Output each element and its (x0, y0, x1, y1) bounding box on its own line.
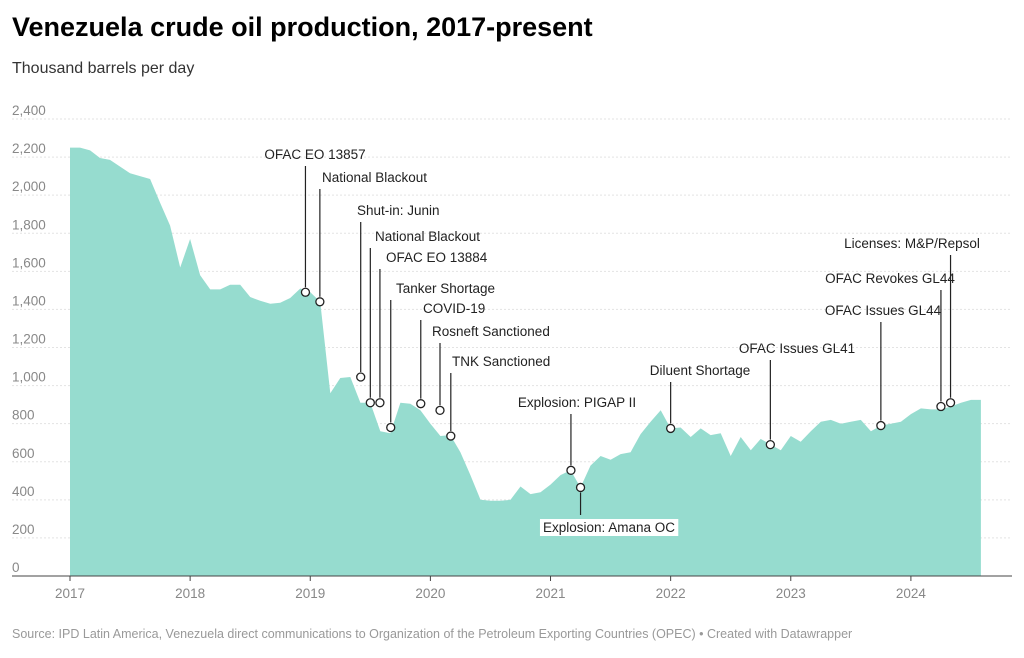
annotation-label: OFAC EO 13857 (264, 147, 365, 162)
annotation: COVID-19 (416, 301, 485, 409)
annotation-marker (446, 431, 456, 441)
annotation-label: Licenses: M&P/Repsol (844, 236, 980, 251)
annotation: OFAC EO 13884 (375, 250, 488, 408)
annotation-marker (575, 482, 586, 493)
y-tick-label: 1,800 (12, 217, 46, 232)
annotation-marker (356, 372, 366, 382)
annotation-label: Diluent Shortage (650, 363, 751, 378)
y-tick-label: 200 (12, 522, 35, 537)
annotation-marker (945, 398, 956, 408)
annotation-label: Shut-in: Junin (357, 203, 440, 218)
annotation-label: OFAC EO 13884 (386, 250, 488, 265)
annotation-label: Rosneft Sanctioned (432, 324, 550, 339)
area-series (70, 147, 981, 576)
x-tick-label: 2020 (415, 586, 445, 601)
production-area (70, 147, 981, 576)
y-tick-label: 2,200 (12, 141, 46, 156)
annotation-label: Tanker Shortage (396, 281, 495, 296)
annotation: Explosion: Amana OC (539, 482, 679, 536)
annotation-label: Explosion: Amana OC (543, 520, 675, 535)
y-tick-label: 2,400 (12, 103, 46, 118)
y-tick-label: 2,000 (12, 179, 46, 194)
annotation: OFAC EO 13857 (264, 147, 366, 297)
annotation-marker (876, 420, 886, 431)
x-tick-label: 2023 (776, 586, 806, 601)
annotation-label: National Blackout (375, 229, 480, 244)
annotation-marker (300, 287, 311, 297)
annotation-marker (936, 401, 946, 412)
x-tick-label: 2019 (295, 586, 325, 601)
annotations: OFAC EO 13857 National Blackout Shut-in: J… (264, 147, 980, 536)
y-tick-label: 1,600 (12, 255, 46, 270)
annotation: Licenses: M&P/Repsol (844, 236, 980, 408)
y-tick-label: 600 (12, 446, 35, 461)
annotation: OFAC Revokes GL44 (825, 271, 955, 412)
annotation-marker (566, 465, 576, 475)
source-footer: Source: IPD Latin America, Venezuela dir… (12, 627, 853, 641)
x-tick-label: 2021 (535, 586, 565, 601)
annotation-label: National Blackout (322, 170, 427, 185)
annotation-marker (365, 398, 375, 408)
annotation-label: OFAC Issues GL44 (825, 303, 942, 318)
y-tick-label: 1,400 (12, 293, 46, 308)
annotation-label: Explosion: PIGAP II (518, 395, 636, 410)
annotation-label: OFAC Revokes GL44 (825, 271, 955, 286)
annotation: Tanker Shortage (386, 281, 495, 433)
chart-subtitle: Thousand barrels per day (12, 60, 195, 77)
annotation-label-background (539, 519, 679, 536)
x-tick-label: 2024 (896, 586, 927, 601)
annotation: National Blackout (365, 229, 480, 408)
chart-title: Venezuela crude oil production, 2017-pre… (12, 12, 593, 42)
annotation: OFAC Issues GL44 (825, 303, 942, 431)
y-tick-label: 0 (12, 560, 20, 575)
annotation-marker (386, 422, 396, 433)
annotation-marker (435, 405, 445, 415)
annotation-label: TNK Sanctioned (452, 354, 550, 369)
x-tick-label: 2018 (175, 586, 205, 601)
annotation-label: OFAC Issues GL41 (739, 341, 855, 356)
annotation: OFAC Issues GL41 (739, 341, 855, 450)
annotation: TNK Sanctioned (446, 354, 550, 441)
x-tick-label: 2017 (55, 586, 85, 601)
annotation-label: COVID-19 (423, 301, 485, 316)
annotation-marker (315, 297, 325, 307)
annotation: Explosion: PIGAP II (518, 395, 636, 475)
annotation: National Blackout (315, 170, 427, 307)
y-tick-label: 800 (12, 408, 35, 423)
area-chart: 0 200 400 600 800 1,000 1,200 1,400 1,600 1,800 2,… (12, 103, 1012, 601)
y-tick-label: 1,200 (12, 332, 46, 347)
annotation-marker (375, 398, 385, 408)
y-tick-label: 1,000 (12, 370, 46, 385)
annotation: Rosneft Sanctioned (432, 324, 550, 415)
x-tick-label: 2022 (656, 586, 686, 601)
axes: 0 200 400 600 800 1,000 1,200 1,400 1,600 1,800 2,… (12, 103, 1012, 601)
y-tick-label: 400 (12, 484, 35, 499)
annotation-marker (665, 423, 676, 434)
annotation-marker (765, 439, 776, 450)
annotation: Diluent Shortage (650, 363, 751, 434)
annotation-marker (416, 399, 426, 409)
annotation: Shut-in: Junin (356, 203, 440, 382)
